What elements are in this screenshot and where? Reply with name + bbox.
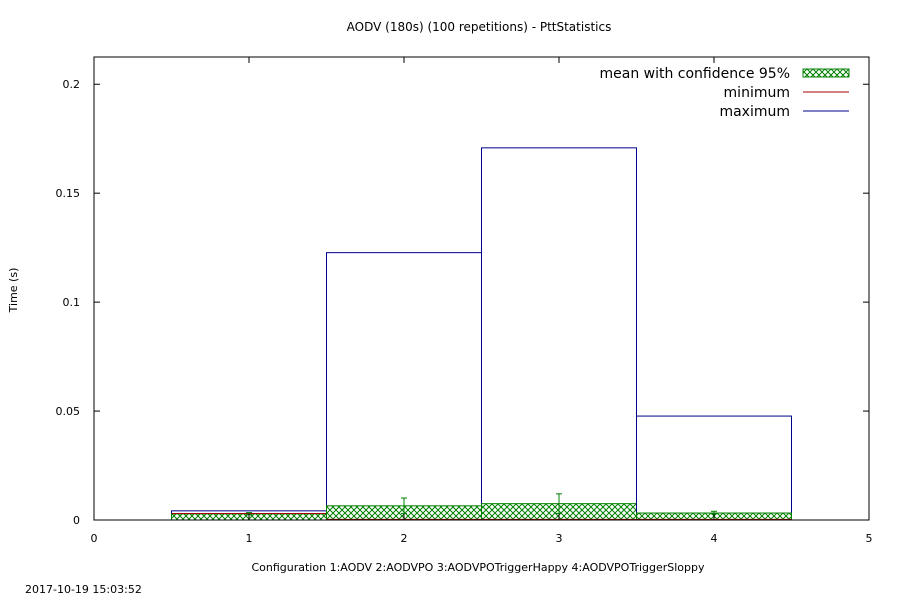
plot-frame: [93, 56, 870, 521]
x-tick-label-1: 1: [246, 532, 253, 545]
x-tick-label-0: 0: [91, 532, 98, 545]
axes: 0 1 2 3 4 5 0 0.05 0.1 0.15 0.2: [56, 56, 873, 545]
x-axis-label: Configuration 1:AODV 2:AODVPO 3:AODVPOTr…: [251, 561, 705, 574]
y-tick-label-4: 0.2: [63, 78, 81, 91]
x-tick-label-3: 3: [556, 532, 563, 545]
y-tick-label-2: 0.1: [63, 296, 81, 309]
legend-label-1: minimum: [724, 85, 790, 101]
y-axis-label: Time (s): [7, 268, 20, 314]
legend: mean with confidence 95% minimum maximum: [599, 66, 850, 120]
chart-title: AODV (180s) (100 repetitions) - PttStati…: [347, 20, 612, 34]
max-bar-4: [636, 415, 792, 521]
plot-area: [171, 147, 792, 521]
y-tick-label-3: 0.15: [56, 187, 81, 200]
max-bar-3: [481, 147, 637, 521]
y-tick-label-0: 0: [73, 514, 80, 527]
legend-label-0: mean with confidence 95%: [599, 66, 790, 82]
x-tick-label-4: 4: [711, 532, 718, 545]
x-tick-label-2: 2: [401, 532, 408, 545]
max-bar-2: [326, 252, 482, 521]
timestamp: 2017-10-19 15:03:52: [25, 583, 142, 596]
legend-label-2: maximum: [719, 104, 790, 120]
y-tick-label-1: 0.05: [56, 405, 81, 418]
x-tick-label-5: 5: [866, 532, 873, 545]
legend-swatch-0: [802, 68, 850, 78]
